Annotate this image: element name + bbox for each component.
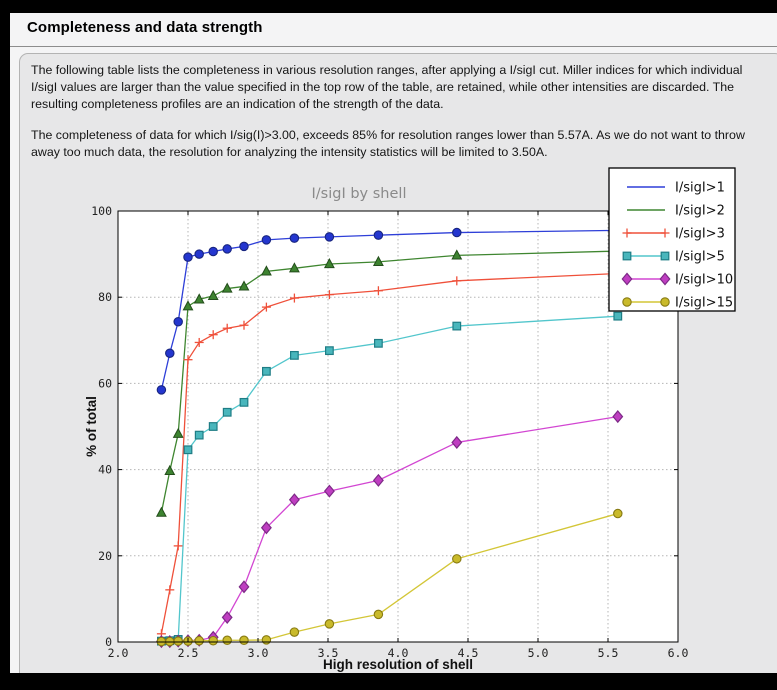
legend-label: I/sigI>5	[675, 250, 725, 265]
series-marker	[452, 554, 462, 564]
x-axis-label: High resolution of shell	[323, 657, 473, 672]
series-marker	[239, 635, 249, 646]
series-marker	[239, 241, 249, 252]
report-window: Completeness and data strength The follo…	[10, 13, 777, 673]
x-tick-label: 3.5	[318, 646, 339, 660]
series-marker	[208, 422, 218, 431]
series-marker	[260, 521, 272, 535]
series-marker	[323, 257, 335, 269]
legend-label: I/sigI>2	[675, 204, 725, 219]
series-marker	[323, 484, 335, 498]
series-marker	[622, 251, 632, 261]
content-panel: The following table lists the completene…	[19, 53, 777, 673]
x-tick-label: 3.0	[248, 646, 269, 660]
series-line-1	[160, 229, 618, 391]
series-marker	[208, 635, 218, 646]
series-marker	[222, 407, 232, 417]
series-marker	[194, 635, 204, 646]
series-marker	[288, 262, 300, 273]
series-marker	[290, 350, 299, 360]
x-tick-label: 6.0	[668, 646, 689, 660]
legend-label: I/sigI>3	[675, 227, 725, 242]
series-marker	[621, 272, 633, 286]
series-line-3	[160, 272, 618, 634]
series-marker	[238, 280, 250, 291]
y-tick-label: 60	[98, 376, 112, 390]
x-tick-label: 4.0	[388, 646, 409, 660]
series-marker	[289, 233, 300, 243]
series-marker	[194, 430, 204, 440]
series-marker	[373, 609, 384, 620]
series-marker	[622, 297, 632, 307]
description-paragraph-1: The following table lists the completene…	[31, 63, 743, 111]
chart-title: I/sigI by shell	[312, 186, 407, 202]
x-tick-label: 2.5	[178, 646, 199, 660]
series-marker	[289, 627, 300, 637]
series-marker	[324, 619, 335, 629]
series-marker	[612, 410, 624, 424]
series-marker	[194, 249, 204, 259]
series-marker	[260, 265, 272, 276]
series-marker	[451, 435, 463, 449]
legend-label: I/sigI>1	[675, 181, 725, 196]
series-marker	[172, 427, 184, 438]
series-marker	[222, 635, 232, 646]
legend-label: I/sigI>10	[675, 273, 733, 288]
y-tick-label: 100	[91, 204, 112, 218]
page-title: Completeness and data strength	[27, 19, 263, 36]
series-marker	[165, 348, 175, 358]
series-marker	[164, 464, 176, 475]
series-marker	[452, 227, 462, 238]
series-marker	[659, 272, 671, 286]
y-tick-label: 20	[98, 549, 112, 563]
y-tick-label: 0	[105, 635, 112, 649]
series-marker	[222, 244, 232, 254]
x-tick-label: 5.5	[598, 646, 619, 660]
series-marker	[183, 252, 193, 262]
y-tick-label: 80	[98, 290, 112, 304]
series-marker	[373, 230, 384, 240]
series-marker	[660, 251, 670, 261]
series-marker	[452, 321, 462, 331]
series-marker	[372, 473, 384, 487]
series-marker	[261, 235, 272, 245]
series-line-4	[161, 315, 618, 642]
x-tick-label: 4.5	[458, 646, 479, 660]
series-marker	[239, 397, 249, 407]
legend	[608, 167, 736, 312]
y-tick-label: 40	[98, 463, 112, 477]
series-marker	[193, 293, 205, 304]
series-marker	[288, 493, 300, 507]
description-paragraph-2: The completeness of data for which I/sig…	[31, 128, 745, 159]
series-marker	[372, 255, 384, 266]
series-marker	[183, 445, 193, 455]
series-marker	[207, 289, 219, 301]
series-line-2	[160, 250, 618, 513]
title-divider	[10, 46, 777, 47]
x-tick-label: 2.0	[108, 646, 129, 660]
series-marker	[262, 366, 271, 376]
series-marker	[155, 506, 167, 517]
y-axis-label: % of total	[84, 396, 99, 457]
series-marker	[238, 580, 250, 594]
series-marker	[156, 385, 167, 395]
chart-svg: I/sigI by shell High resolution of shell%…	[84, 167, 736, 672]
series-marker	[325, 346, 334, 356]
series-marker	[374, 338, 383, 348]
series-marker	[173, 317, 183, 327]
series-marker	[173, 636, 183, 646]
x-tick-label: 5.0	[528, 646, 549, 660]
series-marker	[613, 311, 623, 321]
legend-label: I/sigI>15	[675, 296, 733, 311]
series-marker	[451, 249, 463, 260]
series-marker	[221, 610, 233, 624]
series-marker	[208, 246, 218, 257]
series-marker	[613, 508, 623, 519]
series-marker	[182, 300, 194, 311]
series-marker	[261, 635, 272, 645]
series-marker	[660, 297, 670, 307]
series-marker	[324, 232, 335, 242]
series-marker	[221, 282, 233, 293]
